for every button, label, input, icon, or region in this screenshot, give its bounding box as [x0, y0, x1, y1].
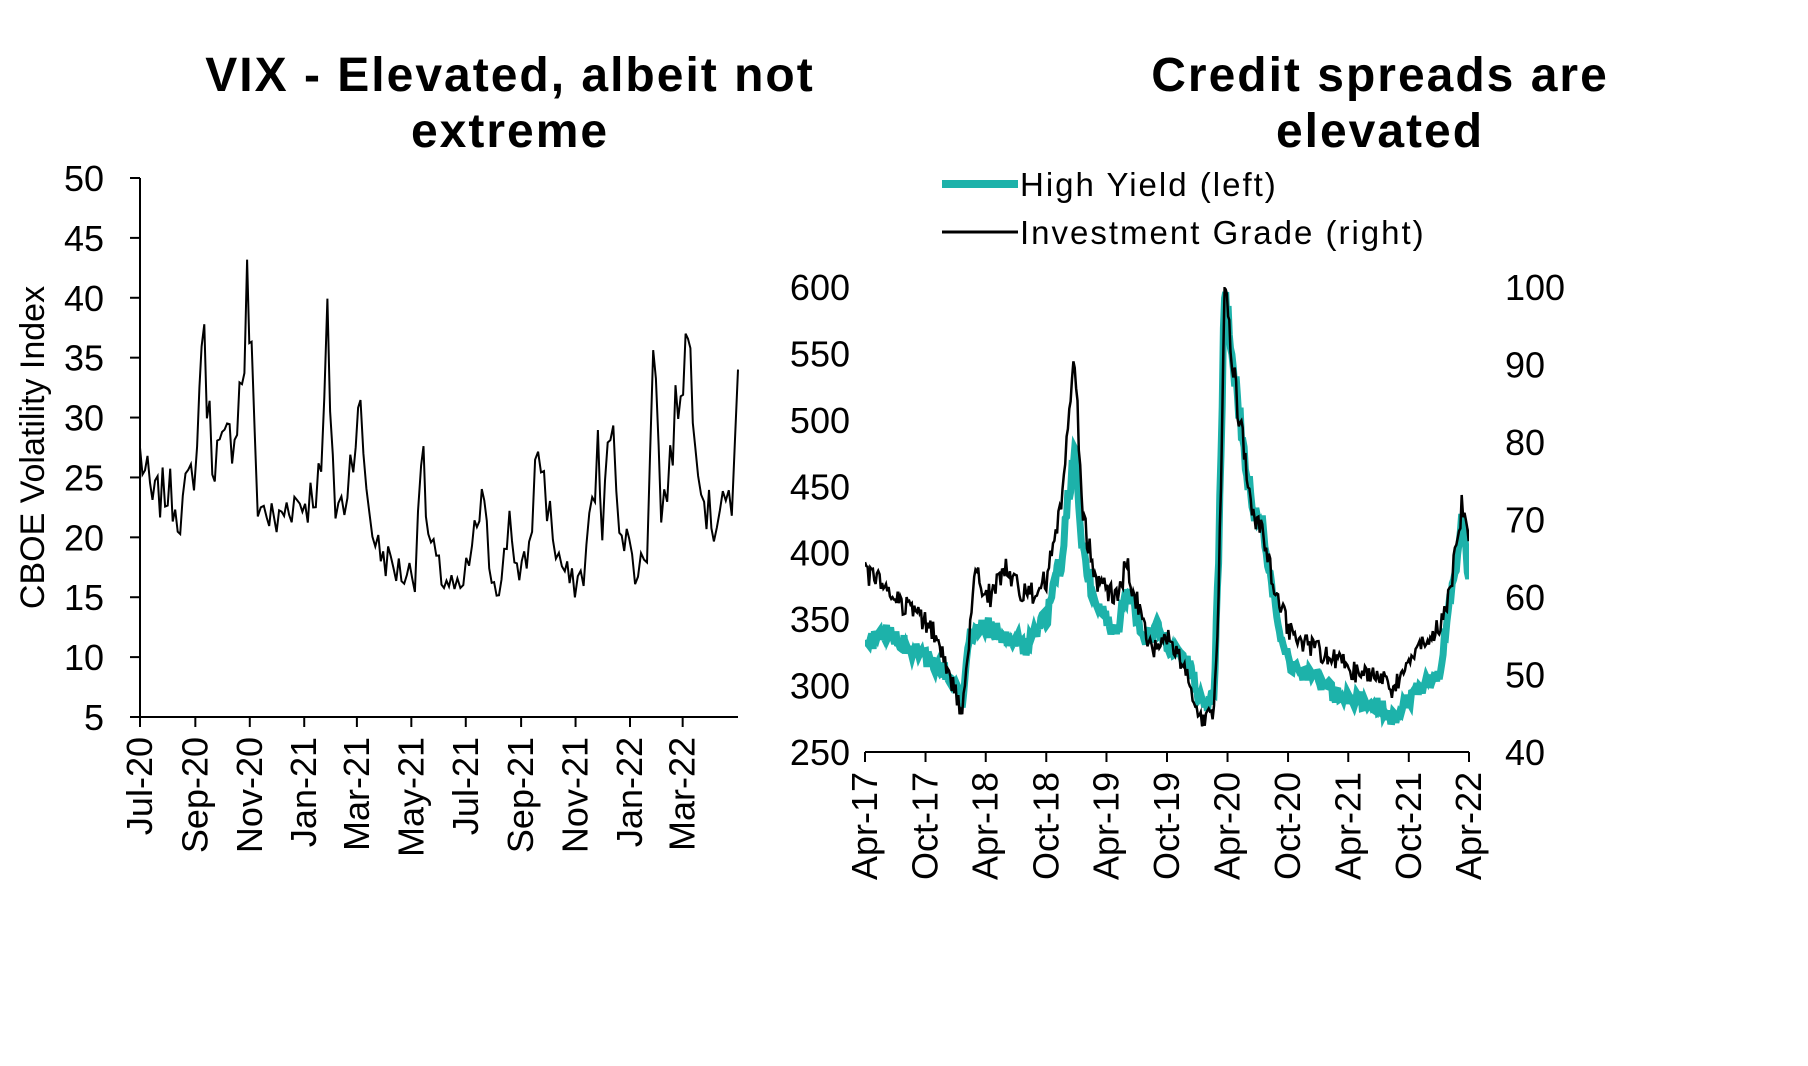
- credit-x-tick-label: Apr-21: [1327, 772, 1368, 880]
- credit-x-tick-label: Oct-18: [1025, 772, 1066, 880]
- credit-right-y-tick-label: 50: [1505, 655, 1545, 696]
- credit-left-y-tick-label: 550: [790, 333, 850, 374]
- credit-right-y-tick-label: 40: [1505, 732, 1545, 773]
- vix-x-tick-label: Nov-21: [555, 737, 596, 853]
- credit-x-tick-label: Apr-19: [1085, 772, 1126, 880]
- credit-chart-title: Credit spreads are elevated: [1151, 49, 1609, 158]
- credit-x-tick-label: Oct-17: [905, 772, 946, 880]
- vix-y-tick-label: 15: [64, 577, 104, 618]
- vix-y-tick-label: 25: [64, 457, 104, 498]
- legend-investment-grade-label: Investment Grade (right): [1020, 214, 1426, 251]
- credit-x-tick-label: Oct-19: [1146, 772, 1187, 880]
- credit-left-y-tick-label: 300: [790, 666, 850, 707]
- credit-left-y-tick-label: 600: [790, 267, 850, 308]
- vix-y-tick-label: 10: [64, 637, 104, 678]
- investment-grade-series-line: [865, 287, 1469, 727]
- vix-y-tick-label: 30: [64, 398, 104, 439]
- vix-x-tick-label: Mar-21: [336, 737, 377, 851]
- legend-high-yield-label: High Yield (left): [1020, 166, 1278, 203]
- vix-x-tick-label: Jul-20: [119, 737, 160, 835]
- vix-chart: 5 10 15 20 25 30 35 40 45 50 Jul-20 Sep-20 Nov-20 Jan…: [14, 158, 739, 857]
- vix-x-tick-label: Jan-22: [609, 737, 650, 847]
- high-yield-series-line: [865, 291, 1469, 728]
- vix-y-tick-label: 40: [64, 278, 104, 319]
- vix-panel: VIX - Elevated, albeit not extreme 5 10 15…: [0, 0, 880, 1066]
- credit-x-tick-label: Oct-20: [1267, 772, 1308, 880]
- vix-y-tick-label: 20: [64, 517, 104, 558]
- vix-x-tick-label: Sep-21: [500, 737, 541, 853]
- credit-spreads-panel: Credit spreads are elevated 250 300 350 400…: [790, 0, 1808, 1066]
- credit-x-tick-label: Apr-17: [844, 772, 885, 880]
- vix-x-tick-label: Jan-21: [283, 737, 324, 847]
- credit-x-tick-label: Apr-18: [965, 772, 1006, 880]
- credit-x-tick-label: Oct-21: [1388, 772, 1429, 880]
- vix-x-tick-label: Nov-20: [229, 737, 270, 853]
- credit-left-y-tick-label: 450: [790, 466, 850, 507]
- credit-left-y-tick-label: 400: [790, 533, 850, 574]
- vix-series-line: [139, 259, 739, 598]
- credit-x-tick-label: Apr-22: [1448, 772, 1489, 880]
- vix-y-tick-label: 5: [84, 697, 104, 738]
- credit-right-y-tick-label: 70: [1505, 500, 1545, 541]
- vix-x-tick-label: Jul-21: [445, 737, 486, 835]
- credit-right-y-tick-label: 100: [1505, 267, 1565, 308]
- vix-y-tick-label: 50: [64, 158, 104, 199]
- credit-left-y-tick-label: 500: [790, 400, 850, 441]
- vix-x-tick-label: Mar-22: [662, 737, 703, 851]
- vix-y-tick-label: 45: [64, 218, 104, 259]
- credit-left-y-tick-label: 250: [790, 732, 850, 773]
- vix-chart-title: VIX - Elevated, albeit not extreme: [205, 49, 815, 158]
- credit-left-y-tick-label: 350: [790, 599, 850, 640]
- vix-x-tick-label: May-21: [390, 737, 431, 857]
- credit-right-y-tick-label: 90: [1505, 345, 1545, 386]
- vix-x-tick-label: Sep-20: [174, 737, 215, 853]
- credit-right-y-tick-label: 60: [1505, 577, 1545, 618]
- credit-x-tick-label: Apr-20: [1207, 772, 1248, 880]
- vix-y-axis-title: CBOE Volatility Index: [14, 286, 52, 609]
- credit-spreads-chart: 250 300 350 400 450 500 550 600 40 50 60 70 80 90 100 A…: [790, 166, 1565, 880]
- vix-y-tick-label: 35: [64, 338, 104, 379]
- credit-right-y-tick-label: 80: [1505, 422, 1545, 463]
